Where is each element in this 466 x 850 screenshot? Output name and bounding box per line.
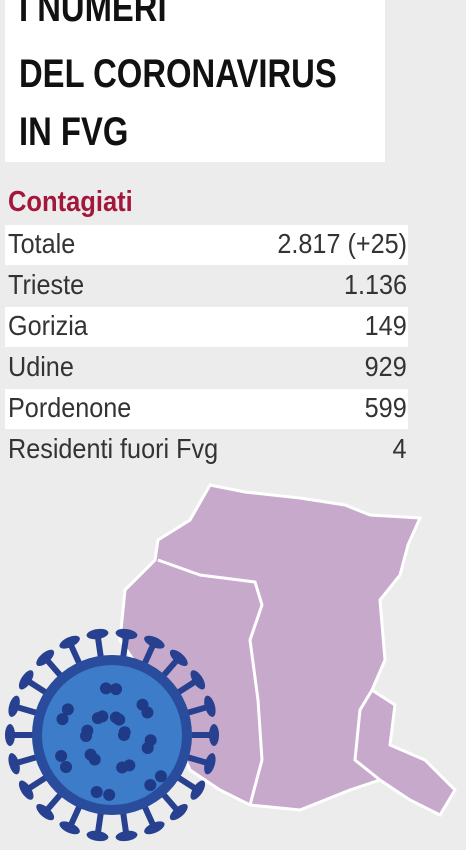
virus-dot	[80, 730, 93, 743]
section-heading: Contagiati	[8, 186, 133, 218]
virus-knob	[115, 830, 138, 842]
virus-knob	[8, 753, 20, 775]
virus-knob	[209, 724, 219, 746]
table-row: Udine 929	[5, 348, 408, 388]
virus-knob	[204, 695, 216, 717]
virus-knob	[190, 670, 206, 690]
table-row: Trieste 1.136	[5, 266, 408, 306]
row-value: 2.817 (+25)	[277, 228, 407, 259]
title-line: IN FVG	[19, 110, 129, 154]
virus-dot	[60, 760, 73, 773]
virus-knob	[115, 628, 138, 640]
virus-dot	[90, 785, 103, 798]
virus-knob	[18, 780, 34, 800]
virus-dot	[55, 749, 68, 762]
virus-dot	[61, 703, 74, 716]
virus-knob	[86, 628, 109, 640]
table-row: Pordenone 599	[5, 389, 408, 429]
table-row: Gorizia 149	[5, 307, 408, 347]
row-label: Residenti fuori Fvg	[8, 433, 219, 464]
table-row: Totale 2.817 (+25)	[5, 225, 408, 265]
virus-dot	[56, 713, 69, 726]
virus-knob	[18, 670, 34, 690]
virus-dot	[154, 770, 167, 783]
row-label: Trieste	[8, 269, 85, 300]
map-border	[157, 558, 381, 806]
virus-knob	[204, 753, 216, 775]
virus-dot	[144, 779, 157, 792]
virus-knob	[5, 724, 15, 746]
virus-dot	[91, 712, 104, 725]
virus-dot	[110, 683, 123, 696]
virus-dot	[144, 734, 157, 747]
virus-knob	[144, 821, 165, 835]
virus-body-inner	[42, 665, 182, 805]
virus-knob	[36, 649, 55, 667]
title-line: I NUMERI	[19, 0, 167, 30]
title-line: DEL CORONAVIRUS	[19, 52, 337, 96]
virus-knob	[59, 821, 80, 835]
virus-dot	[123, 759, 136, 772]
row-value: 929	[364, 351, 407, 382]
virus-knob	[86, 830, 109, 842]
virus-knob	[36, 803, 55, 821]
virus-dot	[109, 711, 122, 724]
row-label: Pordenone	[8, 392, 132, 423]
row-value: 4	[392, 433, 407, 464]
virus-dot	[136, 698, 149, 711]
virus-dot	[103, 788, 116, 801]
table-row: Residenti fuori Fvg 4	[5, 430, 408, 470]
virus-knob	[59, 635, 80, 649]
virus-knob	[169, 803, 188, 821]
virus-knob	[169, 649, 188, 667]
virus-dot	[88, 753, 101, 766]
row-value: 149	[364, 310, 407, 341]
virus-dot	[99, 682, 112, 695]
virus-dot	[118, 726, 131, 739]
virus	[5, 628, 219, 842]
row-value: 1.136	[343, 269, 407, 300]
row-label: Gorizia	[8, 310, 88, 341]
title-box: I NUMERI DEL CORONAVIRUS IN FVG	[5, 0, 385, 162]
virus-knob	[8, 695, 20, 717]
row-label: Totale	[8, 228, 76, 259]
virus-knob	[144, 635, 165, 649]
row-value: 599	[364, 392, 407, 423]
virus-knob	[190, 780, 206, 800]
row-label: Udine	[8, 351, 74, 382]
